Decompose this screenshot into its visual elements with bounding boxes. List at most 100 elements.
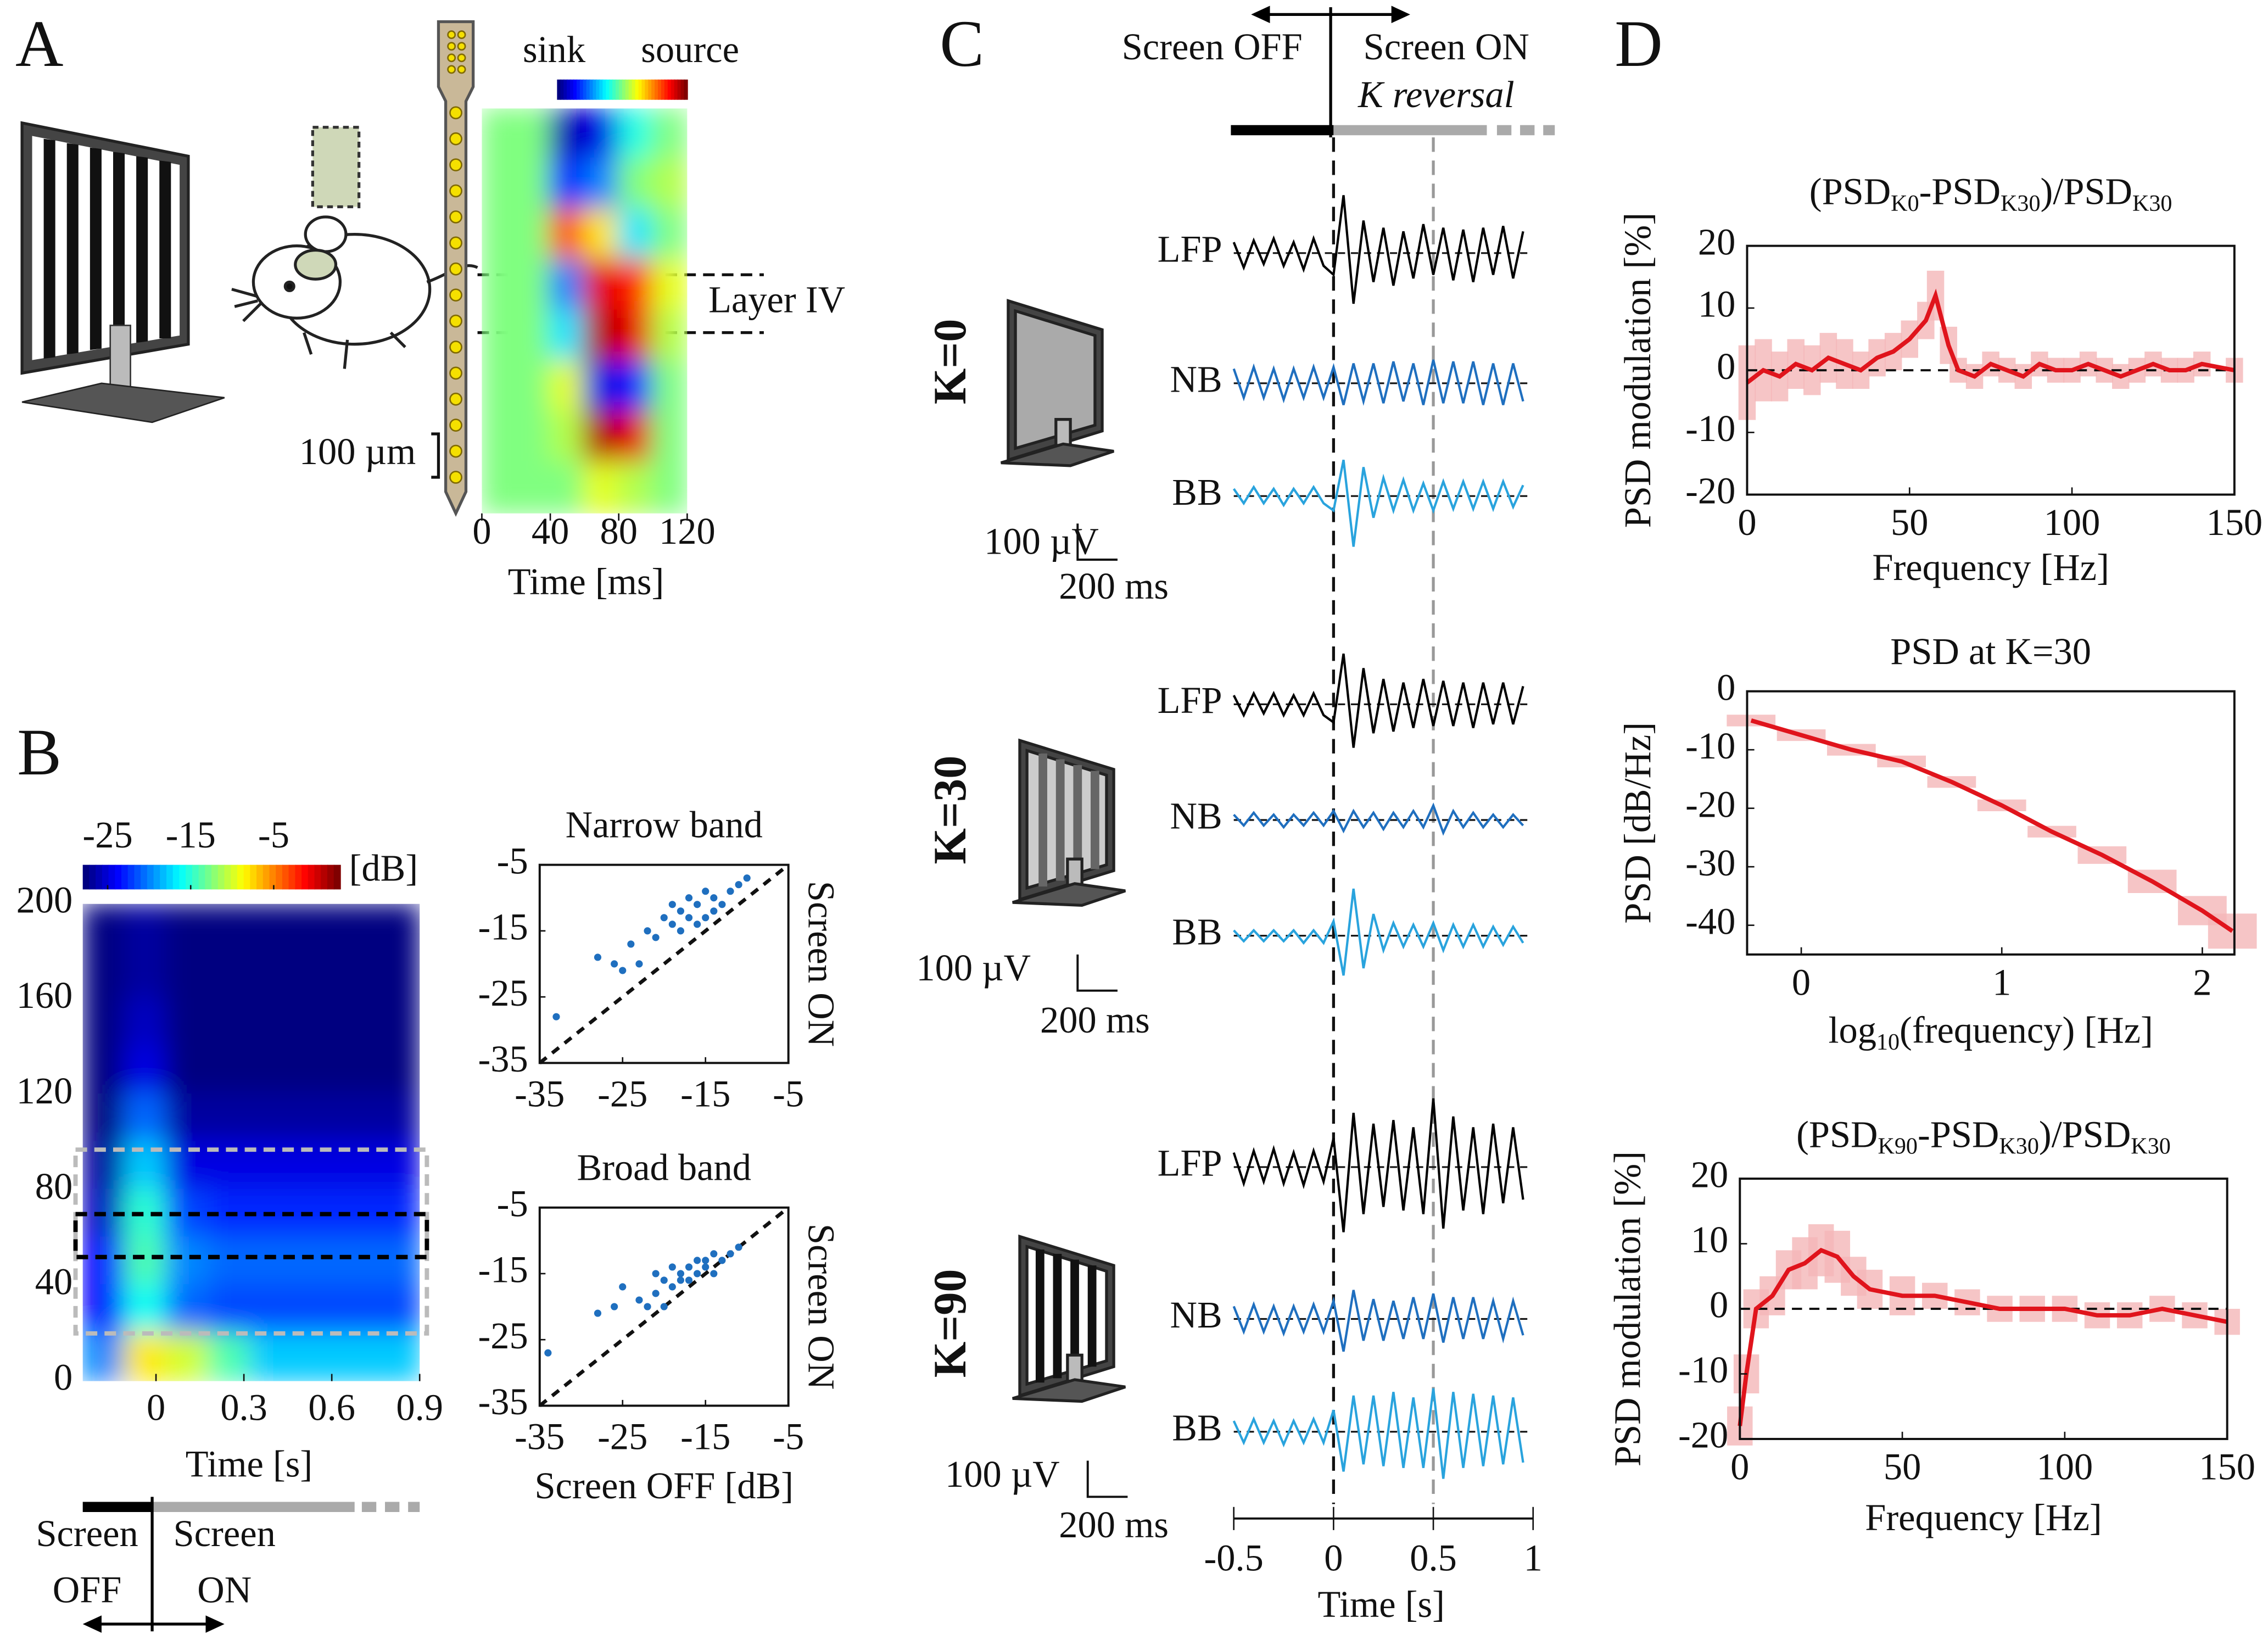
monitor-illustration	[1000, 299, 1126, 1403]
colorbar-cell	[301, 864, 309, 890]
heatmap-cell	[482, 461, 518, 514]
scatter-point	[644, 1303, 651, 1310]
colorbar-cell	[115, 864, 122, 890]
x-tick-label: 100	[2037, 1446, 2093, 1488]
colorbar-cell	[205, 864, 213, 890]
scatter-point	[668, 1283, 676, 1291]
scatter-point	[677, 1276, 685, 1284]
timeline	[82, 1497, 420, 1633]
heatmap-cell	[292, 903, 337, 953]
heatmap-cell	[292, 1332, 337, 1381]
y-tick-label: 0	[1710, 1284, 1728, 1326]
colorbar-cell	[664, 79, 669, 100]
heatmap-cell	[249, 950, 295, 1001]
heatmap-cell	[165, 1045, 211, 1096]
colorbar-cell	[609, 79, 613, 100]
heatmap-cell	[82, 903, 127, 953]
heatmap-cell	[208, 1284, 253, 1335]
heatmap-cell	[376, 997, 420, 1049]
scatter-point	[727, 1250, 734, 1258]
scatter-point	[668, 1263, 676, 1271]
x-tick-label: 50	[1884, 1446, 1921, 1488]
heatmap-cell	[549, 208, 586, 262]
scatter-point	[677, 927, 685, 935]
scatter-point	[660, 1303, 668, 1310]
header-label: K reversal	[1358, 74, 1515, 115]
colorbar-cell	[166, 864, 174, 890]
colorbar-cell	[645, 79, 649, 100]
colorbar-cell	[638, 79, 643, 100]
colorbar-cell	[308, 864, 315, 890]
colorbar-cell	[612, 79, 617, 100]
scatter-point	[702, 1257, 710, 1264]
colorbar-cell	[651, 79, 656, 100]
heatmap-cell	[651, 461, 688, 514]
heatmap-cell	[583, 309, 621, 363]
trace	[1232, 1098, 1524, 1232]
colorbar-cell	[192, 864, 199, 890]
heatmap-cell	[482, 309, 518, 363]
heatmap-cell	[549, 360, 586, 414]
chart-title-part: -PSD	[1918, 1113, 1999, 1155]
colorbar-cell	[160, 864, 167, 890]
scatter-point	[660, 1276, 668, 1284]
chart-title: Broad band	[577, 1147, 751, 1189]
colorbar-cell	[237, 864, 244, 890]
y-tick-label: 10	[1698, 283, 1735, 325]
scatter-point	[702, 1263, 710, 1271]
heatmap-cell	[82, 950, 127, 1001]
y-tick-label: -40	[1685, 900, 1735, 942]
colorbar-cell	[96, 864, 103, 890]
row-label: K=0	[925, 319, 976, 404]
y-tick-label: -20	[1685, 470, 1735, 511]
scatter-point	[677, 1270, 685, 1278]
scatter-point	[710, 907, 718, 915]
scatter-point	[685, 894, 693, 902]
heatmap-cell	[549, 108, 586, 161]
scatter-point	[552, 1013, 560, 1020]
colorbar-cell	[256, 864, 264, 890]
heatmap-cell	[515, 208, 552, 262]
scatter-point	[694, 901, 701, 908]
colorbar-tick-label: -25	[82, 814, 132, 856]
heatmap-cell	[82, 1284, 127, 1335]
x-tick-label: 0.5	[1410, 1537, 1457, 1579]
colorbar-cell	[89, 864, 97, 890]
x-tick-label: 1	[1524, 1537, 1543, 1579]
heatmap-cell	[651, 410, 688, 465]
axis-title: Time [s]	[1318, 1583, 1445, 1625]
y-tick-label: 160	[16, 974, 73, 1016]
chart-title: PSD at K=30	[1890, 631, 2091, 672]
heatmap-cell	[515, 158, 552, 211]
scatter-point	[660, 914, 668, 922]
heatmap-cell	[376, 1332, 420, 1381]
colorbar-cell	[198, 864, 206, 890]
scale-bar	[1086, 1460, 1128, 1498]
heatmap-cell	[334, 1236, 379, 1287]
colorbar-tick-label: -15	[166, 814, 216, 856]
colorbar-cell	[674, 79, 678, 100]
x-tick-label: -15	[680, 1415, 730, 1457]
scatter-point	[702, 914, 710, 922]
y-tick-label: -25	[478, 1315, 528, 1357]
heatmap-cell	[651, 158, 688, 211]
trace-label: NB	[1170, 1294, 1222, 1336]
axis-title-part: (frequency) [Hz]	[1900, 1009, 2153, 1051]
panel-label: D	[1615, 7, 1662, 81]
colorbar-cell	[121, 864, 129, 890]
chart-title-part: K30	[2132, 191, 2172, 216]
monitor-illustration	[20, 121, 225, 423]
chart-title-part: -PSD	[1919, 170, 2001, 212]
axis-title: PSD [dB/Hz]	[1617, 722, 1658, 924]
chart-title: (PSDK90-PSDK30)/PSDK30	[1796, 1113, 2171, 1159]
scatter-point	[611, 960, 618, 968]
colorbar-cell	[563, 79, 568, 100]
line	[1738, 1247, 2228, 1426]
scale-bar	[1076, 954, 1118, 992]
y-tick-label: 0	[1717, 345, 1735, 387]
scatter-point	[611, 1303, 618, 1310]
heatmap-cell	[515, 410, 552, 465]
y-tick-label: 0	[1717, 666, 1735, 708]
axis-title: Frequency [Hz]	[1872, 546, 2109, 588]
heatmap-cell	[549, 158, 586, 211]
